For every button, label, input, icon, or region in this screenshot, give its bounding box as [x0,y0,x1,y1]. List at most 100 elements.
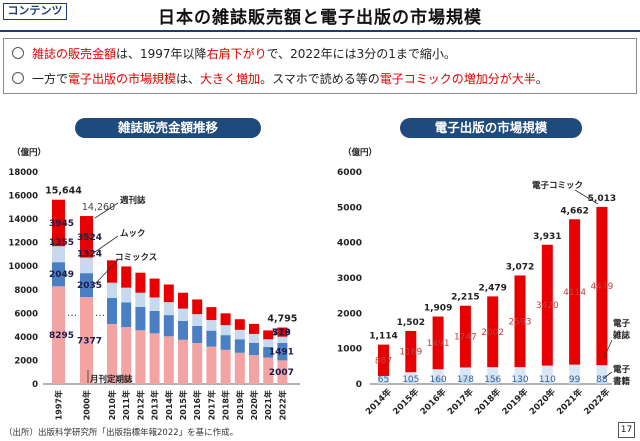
x-tick-label: 2019年 [235,390,245,420]
bar-segment-月刊定期誌 [135,330,146,384]
bar-segment-電子書籍 [405,380,417,384]
bar-segment-月刊定期誌 [192,343,203,384]
x-tick-label: 1997年 [54,390,64,420]
segment-label-ecomic: 2002 [481,328,504,338]
segment-label-ecomic: 4114 [563,288,586,298]
total-label: 1,502 [397,318,425,328]
x-tick-label: 2015年 [178,390,188,420]
bar-segment-ムック [249,333,259,343]
summary-box: 雑誌の販売金額は、1997年以降右肩下がりで、2022年には3分の1まで縮小。 … [3,38,637,94]
gap-mark: … [67,308,77,319]
callout-line [94,202,119,219]
bar-segment-電子コミック [596,206,608,366]
segment-label-weekly: 3945 [49,219,74,229]
total-label: 1,114 [369,332,397,342]
bar-segment-コミックス [263,346,274,358]
bar-segment-電子コミック [514,275,526,368]
line1-segment-0: 雑誌の販売金額 [32,47,117,61]
total-label: 15,644 [45,186,82,197]
bar-segment-電子雑誌 [569,364,581,381]
bar-segment-電子コミック [569,219,581,365]
total-label: 2,215 [451,293,479,303]
bar-segment-コミックス [149,310,160,334]
x-tick-label: 2020年 [527,386,558,417]
bar-segment-電子コミック [459,305,471,368]
source-note: （出所）出版科学研究所「出版指標年報2022」を基に作成。 [4,428,239,438]
segment-label-ebook: 105 [402,375,419,385]
bar-segment-電子書籍 [432,378,444,384]
x-tick-label: 2018年 [473,386,504,417]
summary-text-1: 雑誌の販売金額は、1997年以降右肩下がりで、2022年には3分の1まで縮小。 [32,47,456,61]
y-tick-label: 8000 [14,286,38,296]
segment-label-mook: 519 [272,329,291,339]
y-tick-label: 10000 [8,262,38,272]
callout-line [603,371,613,379]
line1-segment-3: で、2022年には3分の1まで縮小。 [266,47,456,61]
bar-segment-ムック [277,336,288,343]
total-label: 4,662 [560,206,588,216]
y-tick-label: 16000 [8,192,38,202]
bar-segment-コミックス [163,315,174,337]
bar-segment-コミックス [135,306,146,331]
bar-segment-コミックス [107,298,117,324]
line2-segment-2: は、 [176,72,201,86]
bar-segment-ムック [52,246,65,263]
callout-emag-2: 雑誌 [612,330,631,341]
bar-segment-月刊定期誌 [206,346,217,384]
bar-segment-コミックス [234,339,245,353]
bar-segment-コミックス [249,342,259,356]
total-label: 4,795 [267,314,297,325]
segment-label-ecomic: 1747 [454,333,477,343]
bar-segment-月刊定期誌 [80,297,93,384]
bar-segment-ムック [234,329,245,340]
segment-label-weekly: 778 [272,328,291,338]
callout-line [574,189,599,205]
line1-segment-1: は、1997年以降 [116,47,207,61]
x-tick-label: 2014年 [164,390,174,420]
bar-segment-電子書籍 [596,380,608,384]
line2-segment-6: 。 [535,72,548,86]
bar-segment-電子コミック [432,316,444,370]
bar-segment-電子コミック [487,296,499,368]
callout-ecomic: 電子コミック [532,180,583,191]
segment-label-monthly: 7377 [77,337,102,347]
bar-segment-週刊誌 [121,266,132,288]
segment-label-comics: 1491 [269,348,294,358]
bar-segment-月刊定期誌 [234,352,245,384]
x-tick-label: 2020年 [249,390,259,420]
bar-segment-電子雑誌 [541,365,553,381]
bar-segment-ムック [263,339,274,347]
y-tick-label: 2000 [14,356,38,366]
bar-segment-コミックス [192,325,203,344]
segment-label-ebook: 110 [539,375,556,385]
bar-segment-週刊誌 [135,272,146,293]
total-label: 1,909 [424,304,452,314]
bar-segment-ムック [192,314,203,326]
bar-segment-コミックス [277,342,288,361]
segment-label-ebook: 156 [484,375,501,385]
total-label: 2,479 [478,283,506,293]
bar-segment-ムック [206,320,217,331]
line1-segment-2: 右肩下がり [206,47,267,61]
bar-segment-ムック [163,302,174,316]
gap-mark: … [95,308,105,319]
bar-segment-コミックス [121,302,132,328]
x-tick-label: 2019年 [500,386,531,417]
bar-segment-電子書籍 [459,377,471,384]
bar-segment-月刊定期誌 [178,339,188,384]
digital-chart-title: 電子出版の市場規模 [400,118,582,138]
x-tick-label: 2013年 [150,390,160,420]
bar-segment-週刊誌 [220,313,231,326]
segment-label-ecomic: 4479 [590,282,613,292]
callout-ebook-1: 電子 [613,365,631,375]
bar-segment-ムック [220,325,231,336]
circle-bullet-icon [12,47,24,59]
bar-segment-ムック [80,257,93,274]
bar-segment-電子コミック [378,344,389,376]
bar-segment-週刊誌 [149,278,160,298]
segment-label-ebook: 160 [430,375,447,385]
x-tick-label: 2022年 [277,390,287,420]
bar-segment-ムック [107,282,117,299]
x-tick-label: 2011年 [121,390,131,420]
segment-label-ebook: 99 [569,375,581,385]
